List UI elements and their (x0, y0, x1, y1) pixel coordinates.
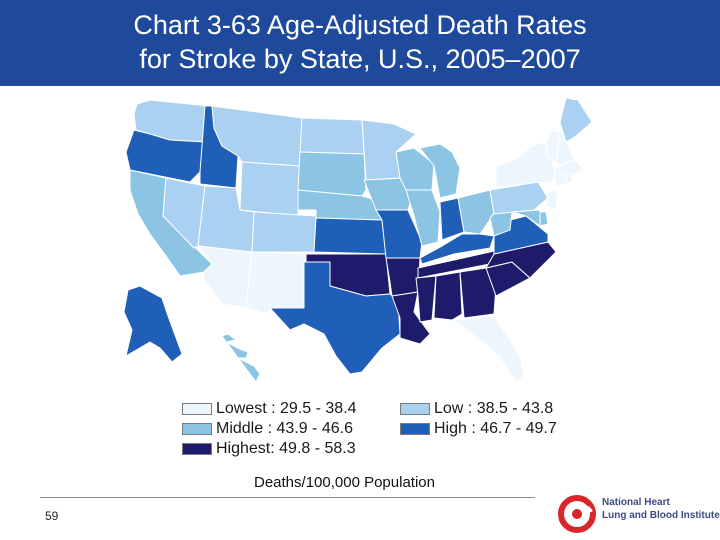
legend-swatch-middle (182, 423, 212, 435)
footer-divider (40, 497, 535, 498)
state-hawaii (221, 333, 261, 383)
state-michigan (419, 143, 461, 199)
state-colorado (251, 211, 317, 253)
state-louisiana (391, 291, 431, 345)
state-rhode-island (565, 173, 573, 185)
us-stroke-death-rate-map (123, 97, 593, 383)
unit-label: Deaths/100,000 Population (254, 474, 435, 491)
legend-swatch-lowest (182, 403, 212, 415)
state-new-mexico (245, 251, 307, 315)
state-mississippi (415, 275, 437, 323)
nhlbi-logo-icon (558, 495, 596, 533)
state-maryland (511, 209, 541, 227)
legend-item-high: High : 46.7 - 49.7 (400, 420, 557, 438)
state-arizona (197, 245, 253, 309)
state-south-dakota (297, 151, 367, 197)
state-ohio (457, 189, 495, 235)
legend-label-high: High : 46.7 - 49.7 (434, 420, 557, 437)
legend-item-low: Low : 38.5 - 43.8 (400, 400, 553, 418)
state-arkansas (385, 257, 421, 297)
state-georgia (459, 267, 497, 319)
chart-title: Chart 3-63 Age-Adjusted Death Rates for … (0, 8, 720, 76)
state-maine (559, 97, 593, 143)
logo-text: National Heart Lung and Blood Institute (602, 496, 720, 522)
title-banner: Chart 3-63 Age-Adjusted Death Rates for … (0, 0, 720, 86)
state-connecticut (553, 173, 567, 187)
legend-item-highest: Highest: 49.8 - 58.3 (182, 440, 356, 458)
legend-item-lowest: Lowest : 29.5 - 38.4 (182, 400, 357, 418)
state-texas (269, 261, 401, 375)
state-kansas (313, 217, 387, 255)
state-vermont (545, 129, 561, 163)
legend-label-lowest: Lowest : 29.5 - 38.4 (216, 400, 357, 417)
legend-label-highest: Highest: 49.8 - 58.3 (216, 440, 356, 457)
page-number: 59 (45, 509, 59, 523)
legend-label-middle: Middle : 43.9 - 46.6 (216, 420, 353, 437)
map-legend: Lowest : 29.5 - 38.4 Low : 38.5 - 43.8 M… (182, 400, 582, 460)
legend-label-low: Low : 38.5 - 43.8 (434, 400, 554, 417)
state-illinois (405, 189, 441, 247)
state-wyoming (239, 161, 301, 217)
state-new-jersey (545, 189, 559, 211)
state-florida (451, 315, 525, 383)
legend-item-middle: Middle : 43.9 - 46.6 (182, 420, 353, 438)
legend-swatch-highest (182, 443, 212, 455)
legend-swatch-high (400, 423, 430, 435)
nhlbi-logo: National Heart Lung and Blood Institute (556, 494, 720, 534)
state-alaska (123, 285, 183, 363)
logo-text-line-2: Lung and Blood Institute (602, 510, 720, 521)
state-north-dakota (299, 117, 365, 155)
legend-swatch-low (400, 403, 430, 415)
state-massachusetts (553, 159, 585, 175)
state-nevada (162, 177, 206, 249)
state-alabama (433, 271, 463, 321)
chart-title-line-2: for Stroke by State, U.S., 2005–2007 (139, 44, 581, 74)
logo-text-line-1: National Heart (602, 497, 670, 508)
chart-title-line-1: Chart 3-63 Age-Adjusted Death Rates (133, 10, 587, 40)
